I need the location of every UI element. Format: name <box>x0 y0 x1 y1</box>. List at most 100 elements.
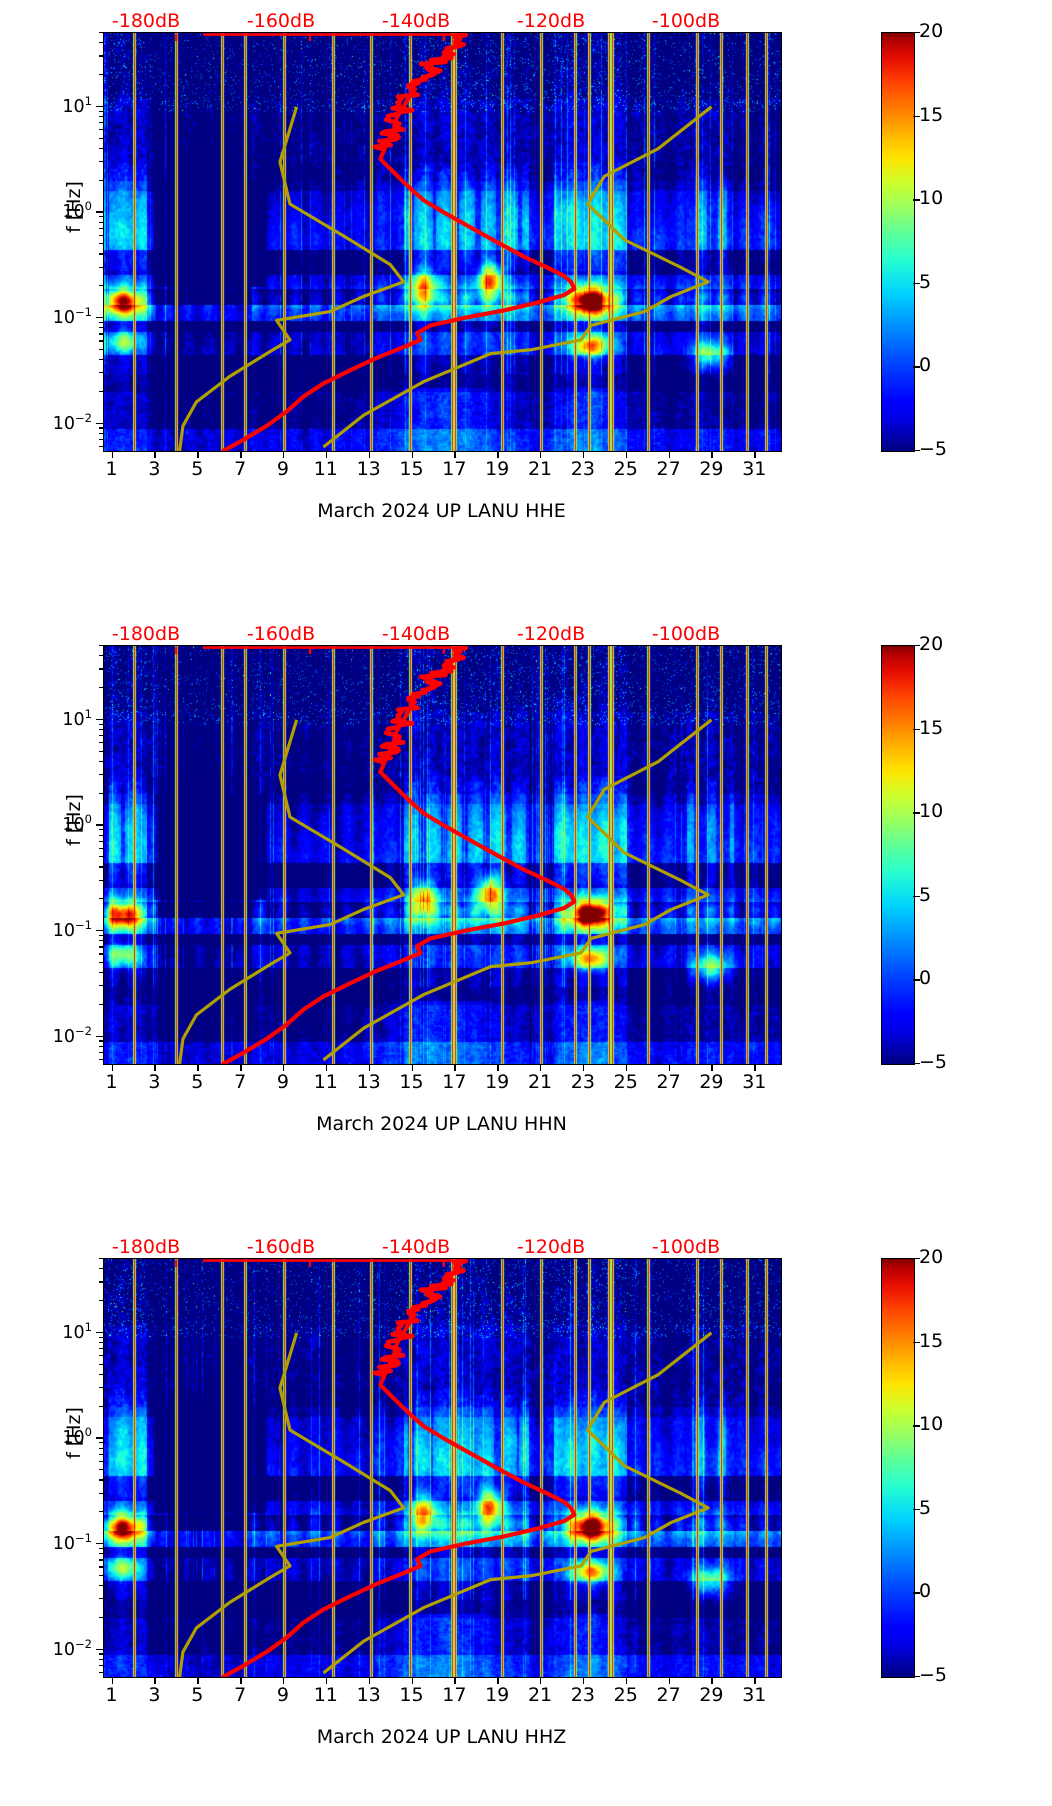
y-minor-tick <box>99 866 103 868</box>
x-tick-9: 9 <box>276 458 289 480</box>
y-minor-tick <box>99 1598 103 1600</box>
y-minor-tick <box>99 221 103 223</box>
x-tick-mark <box>582 1677 585 1684</box>
x-tick-mark <box>111 1677 113 1684</box>
y-minor-tick <box>99 390 103 392</box>
x-tick-mark <box>325 1677 328 1684</box>
x-tick-29: 29 <box>699 1684 724 1706</box>
overlay-curves <box>175 646 713 1064</box>
x-tick-mark <box>454 1677 456 1684</box>
x-tick-mark <box>154 1064 156 1071</box>
x-tick-5: 5 <box>191 1071 204 1093</box>
psd-median-curve-hf <box>372 33 469 152</box>
x-tick-1: 1 <box>105 458 118 480</box>
y-minor-tick <box>99 972 103 974</box>
y-minor-tick <box>99 1658 103 1660</box>
x-tick-25: 25 <box>613 1071 638 1093</box>
y-minor-tick <box>99 840 103 842</box>
y-minor-tick <box>99 1373 103 1375</box>
y-minor-tick <box>99 1336 103 1338</box>
colorbar-tick-mark <box>913 645 920 647</box>
colorbar-tick-mark <box>913 199 920 201</box>
y-minor-tick <box>99 961 103 963</box>
y-minor-tick <box>99 1045 103 1047</box>
top-axis-label-0: -180dB <box>111 10 181 32</box>
colorbar-tick-0: 20 <box>919 633 944 655</box>
x-tick-19: 19 <box>485 1071 510 1093</box>
spectrogram-image <box>104 1259 781 1677</box>
x-tick-17: 17 <box>442 1071 467 1093</box>
y-minor-tick <box>99 953 103 955</box>
x-tick-mark <box>754 1064 756 1071</box>
y-minor-tick <box>99 735 103 737</box>
y-minor-tick <box>99 147 103 149</box>
y-minor-tick <box>99 116 103 118</box>
x-tick-mark <box>754 451 756 458</box>
x-tick-mark <box>497 1677 499 1684</box>
x-tick-mark <box>497 1064 499 1071</box>
x-axis-label-hhn: March 2024 UP LANU HHN <box>316 1113 567 1135</box>
noise-model-low <box>322 105 713 449</box>
y-tick-mark <box>96 718 103 721</box>
spectrogram-axes-hhz <box>103 1258 782 1678</box>
x-tick-21: 21 <box>527 458 553 480</box>
x-tick-3: 3 <box>148 1071 161 1093</box>
x-tick-mark <box>325 1064 328 1071</box>
y-minor-tick <box>99 879 103 881</box>
y-minor-tick <box>99 1281 103 1283</box>
y-minor-tick <box>99 940 103 942</box>
colorbar-tick-mark <box>913 895 920 898</box>
y-tick-1: 100 <box>62 812 92 836</box>
x-tick-mark <box>454 451 456 458</box>
x-tick-7: 7 <box>234 1684 247 1706</box>
y-minor-tick <box>99 774 103 776</box>
x-tick-mark <box>154 451 156 458</box>
y-minor-tick <box>99 266 103 268</box>
panel-hhn: -180dB -160dB -140dB -120dB -100dB f [Hz… <box>0 613 1052 1193</box>
y-minor-tick <box>99 792 103 794</box>
x-tick-19: 19 <box>485 458 510 480</box>
x-tick-3: 3 <box>148 458 161 480</box>
y-minor-tick <box>99 1559 103 1561</box>
y-tick-1: 100 <box>62 199 92 223</box>
colorbar-tick-2: 10 <box>919 1413 944 1436</box>
y-minor-tick <box>99 687 103 689</box>
y-tick-3: 10−2 <box>52 1023 92 1047</box>
x-tick-mark <box>240 1677 242 1684</box>
y-minor-tick <box>99 1453 103 1455</box>
x-tick-mark <box>197 451 199 458</box>
y-tick-mark <box>96 1648 103 1650</box>
x-tick-11: 11 <box>313 458 338 480</box>
y-minor-tick <box>99 1051 103 1054</box>
x-tick-7: 7 <box>234 1071 247 1093</box>
top-axis-label-3: -120dB <box>516 10 586 32</box>
y-minor-tick <box>99 985 103 987</box>
x-tick-15: 15 <box>399 458 424 480</box>
x-tick-27: 27 <box>656 458 681 480</box>
x-tick-13: 13 <box>356 1071 381 1093</box>
overlay-curves <box>175 33 713 451</box>
y-minor-tick <box>99 427 103 429</box>
y-tick-0: 101 <box>62 93 92 117</box>
x-tick-23: 23 <box>570 1071 595 1093</box>
x-tick-mark <box>540 451 542 458</box>
y-tick-mark <box>96 824 103 826</box>
top-axis-label-2: -140dB <box>381 1236 451 1258</box>
x-tick-9: 9 <box>276 1071 289 1093</box>
y-tick-2: 10−1 <box>52 304 92 328</box>
x-tick-mark <box>197 1677 199 1684</box>
y-minor-tick <box>99 645 103 647</box>
top-axis-label-0: -180dB <box>111 1236 181 1258</box>
colorbar-tick-3: 5 <box>919 883 932 906</box>
top-axis-label-2: -140dB <box>381 10 451 32</box>
y-minor-tick <box>99 1664 103 1667</box>
x-tick-23: 23 <box>570 458 595 480</box>
x-tick-25: 25 <box>613 1684 638 1706</box>
x-tick-mark <box>368 1677 371 1684</box>
y-minor-tick <box>99 1469 103 1471</box>
y-tick-mark <box>96 422 103 424</box>
x-tick-mark <box>668 1677 670 1684</box>
colorbar-tick-0: 20 <box>919 20 944 42</box>
x-tick-25: 25 <box>613 458 638 480</box>
x-tick-mark <box>668 1064 670 1071</box>
